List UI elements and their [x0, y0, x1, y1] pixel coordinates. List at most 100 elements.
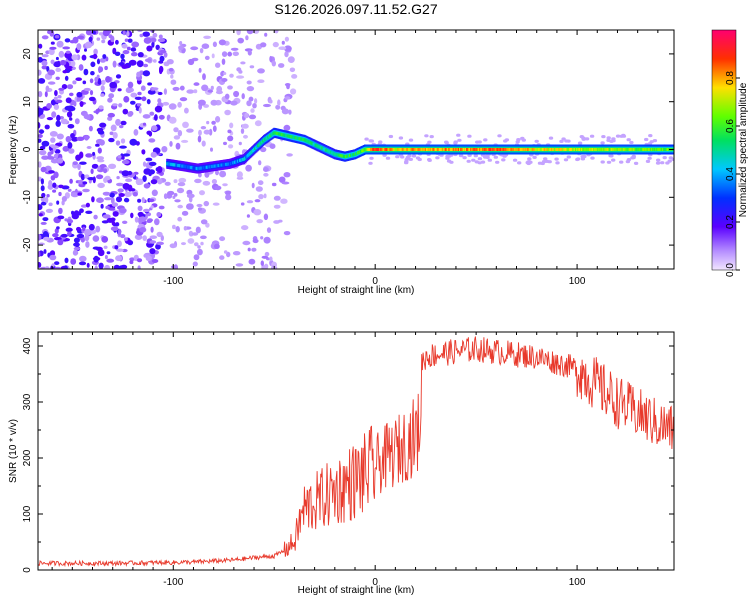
spectrogram-speckle [177, 216, 183, 222]
spectrogram-speckle [50, 158, 59, 164]
spectrogram-speckle [154, 218, 160, 226]
spectrogram-speckle [102, 214, 111, 219]
spectrogram-speckle [46, 117, 54, 121]
spectrogram-speckle [125, 87, 133, 94]
spectrogram-speckle [471, 158, 476, 162]
x-tick-label: -100 [163, 276, 183, 287]
spectrogram-speckle [94, 265, 98, 269]
spectrogram-speckle [122, 108, 129, 115]
spectrogram-speckle [240, 128, 245, 134]
spectrogram-speckle [584, 137, 590, 141]
spectrogram-speckle [100, 93, 105, 97]
spectrogram-speckle [54, 90, 58, 97]
spectrogram-speckle [60, 233, 68, 238]
spectrogram-speckle [219, 170, 227, 178]
spectrogram-speckle [151, 125, 158, 132]
spectrogram-speckle [427, 140, 432, 144]
spectrogram-speckle [105, 76, 111, 83]
spectrogram-speckle [56, 40, 64, 48]
spectrogram-speckle [534, 139, 539, 143]
spectrogram-speckle [121, 43, 128, 49]
spectrogram-speckle [146, 219, 153, 223]
spectrogram-speckle [91, 163, 99, 169]
spectrogram-speckle [131, 52, 138, 57]
colorbar-tick-label: 0.6 [725, 119, 736, 133]
spectrogram-speckle [40, 166, 47, 173]
spectrogram-speckle [269, 99, 273, 104]
spectrogram-speckle [600, 160, 605, 164]
spectrogram-speckle [122, 153, 131, 157]
spectrogram-speckle [186, 203, 194, 210]
spectrogram-speckle [122, 30, 126, 36]
spectrogram-speckle [273, 204, 281, 209]
spectrogram-speckle [408, 157, 413, 161]
spectrogram-speckle [645, 159, 651, 163]
spectrogram-speckle [429, 135, 434, 139]
spectrogram-speckle [157, 178, 163, 185]
spectrogram-speckle [202, 180, 211, 186]
spectrogram-speckle [236, 171, 243, 179]
spectrogram-speckle [88, 36, 93, 42]
spectrogram-speckle [49, 46, 57, 50]
spectrogram-speckle [96, 156, 104, 161]
spectrogram-speckle [149, 235, 158, 239]
spectrogram-speckle [117, 188, 124, 193]
spectrogram-speckle [388, 134, 394, 139]
spectrogram-speckle [275, 104, 281, 110]
spectrogram-speckle [203, 35, 212, 39]
spectrogram-speckle [154, 114, 158, 121]
spectrogram-speckle [183, 226, 188, 231]
spectrogram-speckle [71, 54, 78, 61]
spectrogram-speckle [46, 194, 50, 198]
spectrogram-speckle [606, 138, 611, 142]
spectrogram-speckle [166, 59, 174, 65]
spectrogram-speckle [288, 109, 292, 115]
spectrogram-speckle [82, 188, 90, 193]
spectrogram-speckle [198, 129, 202, 136]
spectrogram-speckle [487, 158, 492, 162]
spectrogram-speckle [137, 265, 141, 269]
spectrogram-speckle [146, 99, 151, 105]
x-tick-label: 100 [569, 577, 586, 588]
spectrogram-speckle [96, 174, 104, 180]
spectrogram-speckle [198, 172, 202, 178]
spectrogram-speckle [50, 41, 55, 45]
spectrogram-speckle [64, 257, 69, 264]
spectrogram-speckle [86, 146, 92, 149]
spectrogram-speckle [208, 128, 213, 136]
spectrogram-speckle [221, 51, 228, 57]
spectrogram-speckle [146, 45, 153, 52]
spectrogram-speckle [271, 60, 276, 67]
spectrogram-speckle [224, 109, 231, 116]
spectrogram-speckle [221, 78, 228, 82]
spectrogram-speckle [140, 85, 146, 91]
spectrogram-speckle [137, 205, 143, 211]
spectrogram-speckle [200, 219, 208, 225]
spectrogram-speckle [647, 156, 652, 160]
spectrogram-speckle [53, 104, 60, 110]
spectrogram-speckle [202, 73, 206, 81]
spectrogram-speckle [151, 41, 155, 48]
spectrogram-speckle [237, 37, 244, 44]
colorbar-gradient [711, 29, 737, 271]
spectrogram-speckle [255, 186, 263, 192]
spectrogram-speckle [273, 195, 281, 201]
spectrogram-speckle [46, 103, 52, 109]
spectrogram-speckle [104, 65, 108, 71]
spectrogram-speckle [127, 81, 134, 89]
spectrogram-speckle [263, 236, 271, 244]
spectrogram-speckle [97, 166, 101, 170]
spectrogram-speckle [127, 170, 133, 176]
spectrogram-speckle [173, 264, 178, 269]
spectrogram-speckle [253, 209, 262, 216]
spectrogram-speckle [147, 82, 153, 86]
spectrogram-speckle [501, 158, 506, 162]
spectrogram-speckle [85, 241, 90, 248]
spectrogram-speckle [223, 141, 227, 146]
spectrogram-speckle [150, 226, 154, 233]
spectrogram-speckle [69, 92, 74, 97]
spectrogram-speckle [186, 128, 194, 133]
spectrogram-speckle [97, 147, 102, 154]
colorbar-ticks: 0.0 0.2 0.4 0.6 0.8 [725, 71, 740, 277]
spectrogram-speckle [214, 243, 220, 249]
